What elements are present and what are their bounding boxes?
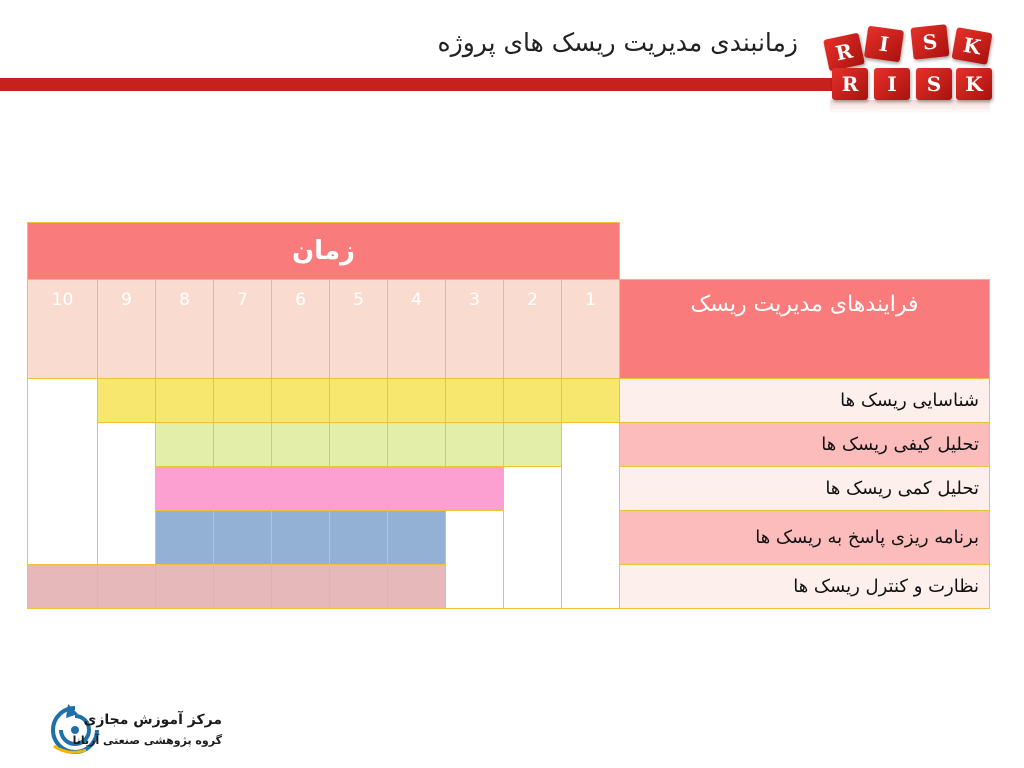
schedule-cell-monitoring	[27, 564, 98, 609]
period-1: 1	[561, 279, 620, 379]
schedule-cell-response	[387, 510, 446, 565]
schedule-cell-qualitative	[329, 422, 388, 467]
period-6: 6	[271, 279, 330, 379]
slide-title: زمانبندی مدیریت ریسک های پروژه	[437, 28, 798, 57]
period-4: 4	[387, 279, 446, 379]
schedule-cell-qualitative	[445, 422, 504, 467]
period-3: 3	[445, 279, 504, 379]
schedule-cell-response	[155, 510, 214, 565]
die-bottom-2: I	[874, 68, 910, 100]
dice-reflection	[830, 100, 990, 114]
period-7: 7	[213, 279, 272, 379]
die-bottom-3: S	[916, 68, 952, 100]
schedule-cell-identification	[387, 378, 446, 423]
process-label-monitoring: نظارت و کنترل ریسک ها	[619, 564, 990, 609]
schedule-cell-qualitative	[155, 422, 214, 467]
period-2: 2	[503, 279, 562, 379]
die-top-4: K	[951, 27, 993, 65]
schedule-cell-response	[213, 510, 272, 565]
period-8: 8	[155, 279, 214, 379]
schedule-cell-qualitative	[503, 422, 562, 467]
process-label-identification: شناسایی ریسک ها	[619, 378, 990, 423]
schedule-cell-identification	[213, 378, 272, 423]
die-top-2: I	[863, 25, 905, 63]
schedule-cell-monitoring	[213, 564, 272, 609]
period-5: 5	[329, 279, 388, 379]
footer-logo: مرکز آموزش مجازی گروه پژوهشی صنعتی آریان…	[48, 700, 238, 760]
process-label-quantitative: تحلیل کمی ریسک ها	[619, 466, 990, 511]
period-9: 9	[97, 279, 156, 379]
logo-title: مرکز آموزش مجازی	[83, 712, 222, 728]
schedule-cell-quantitative	[445, 466, 504, 511]
risk-dice-logo: R I S K R I S K	[822, 24, 993, 116]
schedule-cell-quantitative	[329, 466, 388, 511]
logo-subtitle: گروه پژوهشی صنعتی آریانا	[72, 734, 222, 747]
schedule-cell-empty	[561, 422, 620, 609]
schedule-cell-qualitative	[213, 422, 272, 467]
schedule-cell-monitoring	[155, 564, 214, 609]
schedule-cell-identification	[445, 378, 504, 423]
process-label-qualitative: تحلیل کیفی ریسک ها	[619, 422, 990, 467]
schedule-cell-qualitative	[271, 422, 330, 467]
period-10: 10	[27, 279, 98, 379]
schedule-cell-monitoring	[97, 564, 156, 609]
die-bottom-1: R	[832, 68, 868, 100]
die-top-3: S	[910, 24, 950, 60]
schedule-cell-monitoring	[329, 564, 388, 609]
die-top-1: R	[823, 32, 865, 72]
schedule-cell-quantitative	[271, 466, 330, 511]
schedule-cell-identification	[329, 378, 388, 423]
schedule-cell-quantitative	[387, 466, 446, 511]
schedule-cell-empty	[503, 466, 562, 609]
schedule-cell-identification	[155, 378, 214, 423]
schedule-cell-empty	[97, 422, 156, 565]
schedule-cell-identification	[561, 378, 620, 423]
schedule-cell-identification	[271, 378, 330, 423]
schedule-cell-qualitative	[387, 422, 446, 467]
schedule-cell-monitoring	[387, 564, 446, 609]
schedule-cell-response	[271, 510, 330, 565]
risk-schedule-table: زمان 10 9 8 7 6 5 4 3 2 1 فرایندهای مدیر…	[27, 222, 990, 609]
schedule-cell-empty	[445, 510, 504, 609]
process-label-response: برنامه ریزی پاسخ به ریسک ها	[619, 510, 990, 565]
corner-blank	[619, 222, 990, 280]
schedule-cell-monitoring	[271, 564, 330, 609]
schedule-cell-empty	[27, 378, 98, 565]
schedule-cell-response	[329, 510, 388, 565]
process-header: فرایندهای مدیریت ریسک	[619, 279, 990, 379]
header-accent-bar	[0, 78, 840, 91]
schedule-cell-identification	[503, 378, 562, 423]
die-bottom-4: K	[956, 68, 992, 100]
time-header: زمان	[27, 222, 620, 280]
ariana-logo-icon	[51, 704, 99, 754]
schedule-cell-identification	[97, 378, 156, 423]
schedule-cell-quantitative	[155, 466, 214, 511]
schedule-cell-quantitative	[213, 466, 272, 511]
